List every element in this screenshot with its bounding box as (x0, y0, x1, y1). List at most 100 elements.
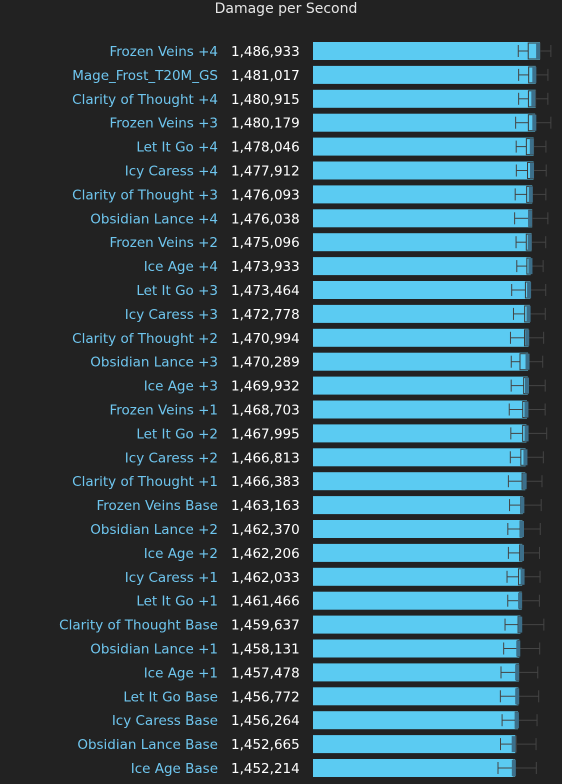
median-marker (525, 353, 530, 370)
median-marker (522, 473, 527, 490)
value-label: 1,452,214 (231, 761, 300, 777)
median-marker (525, 329, 530, 346)
value-label: 1,476,093 (231, 187, 300, 203)
bar (313, 65, 536, 84)
median-marker (511, 736, 516, 753)
bar (313, 567, 523, 586)
value-label: 1,467,995 (231, 426, 300, 442)
value-label: 1,462,370 (231, 522, 300, 538)
median-marker (515, 664, 520, 681)
median-marker (530, 162, 535, 179)
bar (313, 735, 516, 754)
median-marker (524, 425, 529, 442)
bar (313, 543, 523, 562)
median-marker (519, 544, 524, 561)
value-label: 1,458,131 (231, 642, 300, 658)
category-label: Let It Go +4 (136, 140, 218, 156)
median-marker (524, 401, 529, 418)
value-label: 1,473,464 (231, 283, 300, 299)
bar (313, 591, 522, 610)
value-label: 1,470,994 (231, 331, 300, 347)
category-label: Obsidian Lance Base (77, 737, 218, 753)
value-label: 1,457,478 (231, 665, 300, 681)
value-label: 1,463,163 (231, 498, 300, 514)
median-marker (520, 568, 525, 585)
median-marker (528, 258, 533, 275)
iqr-box (515, 735, 518, 753)
bar (313, 424, 527, 443)
value-label: 1,466,383 (231, 474, 300, 490)
bar (313, 472, 526, 491)
median-marker (518, 592, 523, 609)
category-label: Obsidian Lance +2 (90, 522, 218, 538)
value-label: 1,459,637 (231, 618, 300, 634)
median-marker (527, 282, 532, 298)
category-label: Ice Age +4 (144, 259, 218, 275)
category-label: Clarity of Thought +2 (72, 331, 218, 347)
median-marker (528, 210, 533, 227)
median-marker (511, 760, 516, 776)
category-label: Icy Caress +2 (125, 450, 218, 466)
median-marker (516, 640, 521, 657)
category-label: Icy Caress +1 (125, 570, 218, 586)
bar (313, 161, 534, 180)
category-label: Clarity of Thought +3 (72, 187, 218, 203)
value-label: 1,469,932 (231, 379, 300, 395)
value-label: 1,481,017 (231, 68, 300, 84)
category-label: Ice Age +1 (144, 665, 218, 681)
value-label: 1,480,179 (231, 116, 300, 132)
median-marker (531, 90, 536, 107)
value-label: 1,461,466 (231, 594, 300, 610)
category-label: Obsidian Lance +1 (90, 642, 218, 658)
bar (313, 42, 540, 60)
chart-title: Damage per Second (215, 1, 358, 17)
bar (313, 663, 519, 682)
chart-rows: Frozen Veins +4 1,486,933 Mage_Frost_T20M_… (59, 42, 552, 777)
category-label: Mage_Frost_T20M_GS (72, 68, 218, 84)
median-marker (536, 43, 541, 59)
bar (313, 257, 531, 276)
bar (313, 113, 536, 132)
category-label: Let It Go +1 (136, 594, 218, 610)
median-marker (532, 66, 537, 83)
category-label: Clarity of Thought Base (59, 618, 218, 634)
value-label: 1,480,915 (231, 92, 300, 108)
bar (313, 304, 530, 323)
median-marker (525, 377, 530, 394)
value-label: 1,477,912 (231, 164, 300, 180)
value-label: 1,472,778 (231, 307, 300, 323)
category-label: Clarity of Thought +1 (72, 474, 218, 490)
category-label: Ice Age +2 (144, 546, 218, 562)
bar (313, 615, 521, 634)
category-label: Ice Age +3 (144, 379, 218, 395)
bar (313, 448, 526, 467)
category-label: Ice Age Base (131, 761, 218, 777)
bar (313, 711, 519, 730)
value-label: 1,456,264 (231, 713, 300, 729)
category-label: Frozen Veins +3 (109, 116, 218, 132)
value-label: 1,462,033 (231, 570, 300, 586)
median-marker (532, 114, 537, 131)
median-marker (518, 616, 523, 633)
value-label: 1,473,933 (231, 259, 300, 275)
median-marker (528, 186, 533, 203)
bar (313, 185, 533, 204)
median-marker (529, 138, 534, 155)
value-label: 1,468,703 (231, 403, 300, 419)
median-marker (523, 449, 528, 466)
bar (313, 400, 527, 419)
median-marker (515, 688, 520, 705)
bar (313, 233, 532, 252)
bar (313, 759, 516, 777)
category-label: Frozen Veins +4 (109, 44, 218, 60)
category-label: Icy Caress +4 (125, 164, 218, 180)
bar (313, 496, 523, 515)
bar (313, 209, 533, 228)
bar (313, 281, 531, 299)
bar (313, 352, 529, 371)
bar (313, 687, 519, 706)
category-label: Obsidian Lance +3 (90, 355, 218, 371)
median-marker (520, 497, 525, 514)
median-marker (519, 521, 524, 537)
